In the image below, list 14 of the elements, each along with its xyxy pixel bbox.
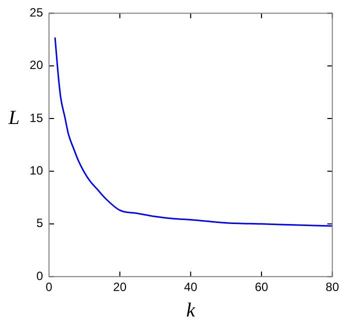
y-tick-label: 0 bbox=[36, 268, 44, 283]
y-tick-label: 15 bbox=[30, 110, 44, 125]
y-axis-title: L bbox=[7, 107, 20, 130]
x-tick-label: 20 bbox=[113, 280, 127, 294]
x-tick-label: 60 bbox=[254, 280, 268, 294]
y-tick-label: 5 bbox=[36, 216, 44, 230]
x-axis-title: k bbox=[186, 299, 196, 322]
line-series bbox=[54, 36, 332, 227]
x-tick-label: 40 bbox=[184, 280, 198, 294]
y-tick-label: 20 bbox=[30, 58, 44, 72]
x-tick-label: 0 bbox=[46, 280, 53, 294]
y-tick-label: 25 bbox=[30, 6, 44, 20]
x-tick-label: 80 bbox=[326, 280, 340, 294]
y-tick-label: 10 bbox=[30, 164, 44, 178]
